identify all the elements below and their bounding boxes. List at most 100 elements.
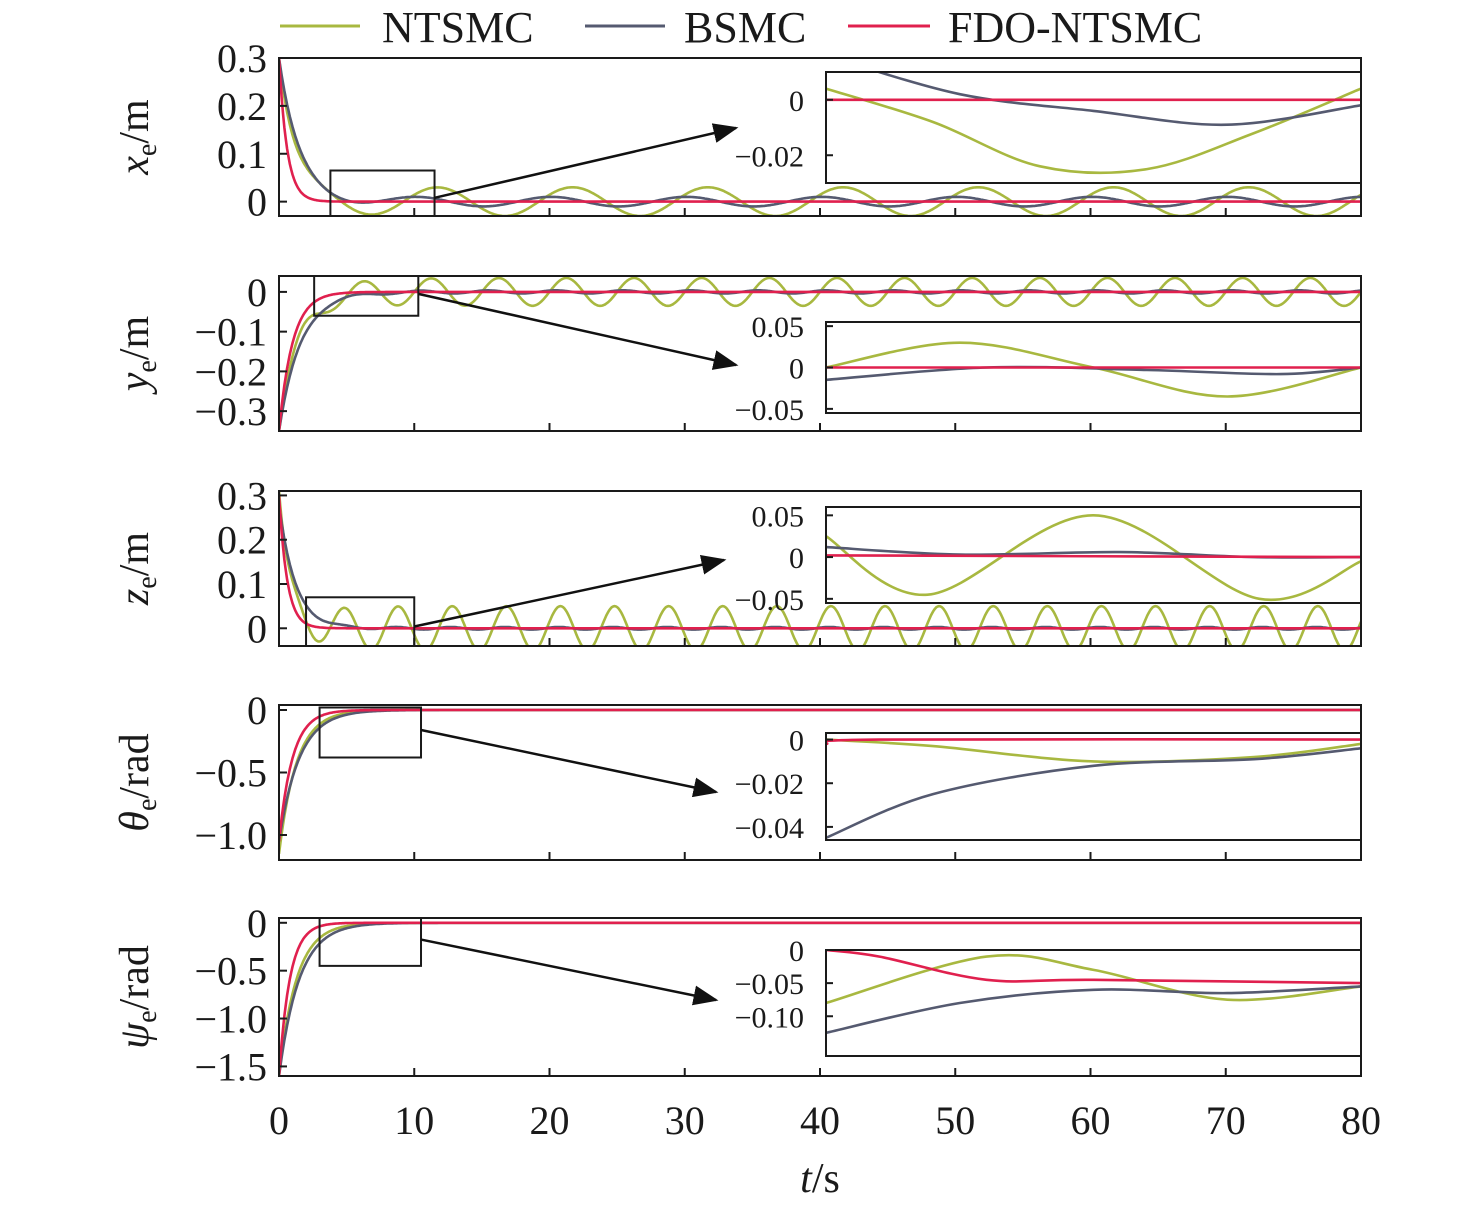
ytick-label: −0.3 [194,389,267,434]
panel-theta: 0 −0.5 −1.0 θe/rad 0 −0.02 −0.04 [112,688,1362,861]
inset-line-ntsmc [826,953,1361,1005]
inset-background [826,733,1361,840]
xtick-label: 40 [800,1098,840,1143]
ylabel-subscript: e [132,360,163,372]
zoom-arrow [418,292,739,370]
ytick-label: 0.1 [217,562,267,607]
inset-ytick-label: 0 [789,935,804,968]
xlabel-symbol: t [800,1156,813,1202]
zoom-source-box [329,169,436,217]
series-line-fdo-ntsmc [279,495,1361,630]
ylabel-subscript: e [132,144,163,156]
inset-ytick-label: 0.05 [752,500,805,533]
xtick-label: 30 [665,1098,705,1143]
zoom-arrow [420,728,719,798]
panel-xe: 00.10.20.3xe/m 0−0.02 [112,36,1362,225]
legend-label-bsmc: BSMC [684,3,806,52]
ytick-label: −1.0 [194,997,267,1042]
series-line-fdo-ntsmc [279,708,1361,842]
ylabel-subscript: e [132,576,163,588]
series-line-ntsmc [279,58,1361,216]
inset-background [826,72,1361,183]
inset-line-bsmc [826,747,1361,840]
xtick-label: 70 [1206,1098,1246,1143]
series-line-fdo-ntsmc [279,58,1361,203]
ytick-label: 0.1 [217,132,267,177]
series-line-fdo-ntsmc [279,921,1361,1076]
panel-psi: 0−0.5−1.0−1.5ψe/rad 0−0.05−0.10 [112,901,1362,1089]
xtick-label: 50 [935,1098,975,1143]
inset-ytick-label: −0.05 [735,584,804,617]
ylabel-unit: /rad [112,733,158,798]
inset-series-xe [826,72,1361,175]
legend: NTSMC BSMC FDO-NTSMC [280,3,1202,52]
ylabel-subscript: e [132,799,163,811]
panel-ze: 00.10.20.3ze/m0.050−0.05 [112,473,1362,651]
ytick-label: 0.2 [217,518,267,563]
inset-frame [825,71,1362,184]
inset-series-theta [826,737,1361,840]
inset-line-ntsmc [826,87,1361,175]
xtick-label: 20 [530,1098,570,1143]
ylabel-unit: /m [112,315,158,360]
ytick-label: −0.5 [194,949,267,994]
zoom-arrow [413,554,727,628]
inset-line-fdo-ntsmc [826,554,1361,559]
inset-background [826,950,1361,1056]
ylabel-unit: /m [112,99,158,144]
ylabel-symbol: ψ [112,1022,158,1049]
ytick-label: 0 [247,270,267,315]
ytick-label: 0 [247,901,267,946]
inset-ytick-label: 0 [789,353,804,386]
zoom-source-box [318,706,423,759]
inset-line-bsmc [826,985,1361,1035]
ytick-label: −1.0 [194,813,267,858]
inset-ytick-label: −0.04 [735,812,804,845]
inset-line-bsmc [826,365,1361,382]
inset-series-ze [826,513,1361,602]
inset-line-ntsmc [826,738,1361,764]
series-line-bsmc [279,58,1361,208]
ytick-label: 0.3 [217,473,267,518]
ylabel-psi: ψe/rad [112,945,163,1049]
series-line-ntsmc [279,491,1361,646]
panel-ye: 0−0.1−0.2−0.3ye/m 0.050−0.05 [112,270,1362,434]
inset-line-fdo-ntsmc [826,950,1361,985]
ytick-label: 0 [247,606,267,651]
xtick-label: 60 [1071,1098,1111,1143]
series-line-fdo-ntsmc [279,290,1361,431]
ytick-label: 0 [247,688,267,733]
xtick-label: 80 [1341,1098,1381,1143]
ytick-label: 0.2 [217,84,267,129]
ytick-label: −0.5 [194,751,267,796]
zoom-arrow [420,938,719,1006]
inset-ytick-label: 0 [789,542,804,575]
ytick-label: −0.2 [194,349,267,394]
xlabel-unit: /s [812,1156,840,1202]
xtick-label: 0 [269,1098,289,1143]
ylabel-ze: ze/m [112,532,163,606]
ytick-label: 0 [247,180,267,225]
inset-ytick-label: −0.10 [735,1001,804,1034]
zoom-source-box [318,917,423,967]
xlabel: t/s [800,1156,840,1202]
inset-ytick-label: −0.02 [735,768,804,801]
inset-frame [825,732,1362,841]
inset-ytick-label: −0.02 [735,140,804,173]
zoom-source-box [313,275,420,317]
series-group-psi [279,921,1361,1076]
ytick-label: −0.1 [194,310,267,355]
ylabel-subscript: e [132,1010,163,1022]
legend-label-ntsmc: NTSMC [382,3,534,52]
series-group-ze [279,491,1361,646]
ylabel-xe: xe/m [112,99,163,176]
ylabel-symbol: y [112,372,158,395]
inset-ytick-label: −0.05 [735,968,804,1001]
ylabel-symbol: x [112,156,158,176]
ylabel-theta: θe/rad [112,733,163,831]
ylabel-symbol: θ [112,811,158,832]
xtick-label: 10 [394,1098,434,1143]
ylabel-symbol: z [112,589,158,606]
